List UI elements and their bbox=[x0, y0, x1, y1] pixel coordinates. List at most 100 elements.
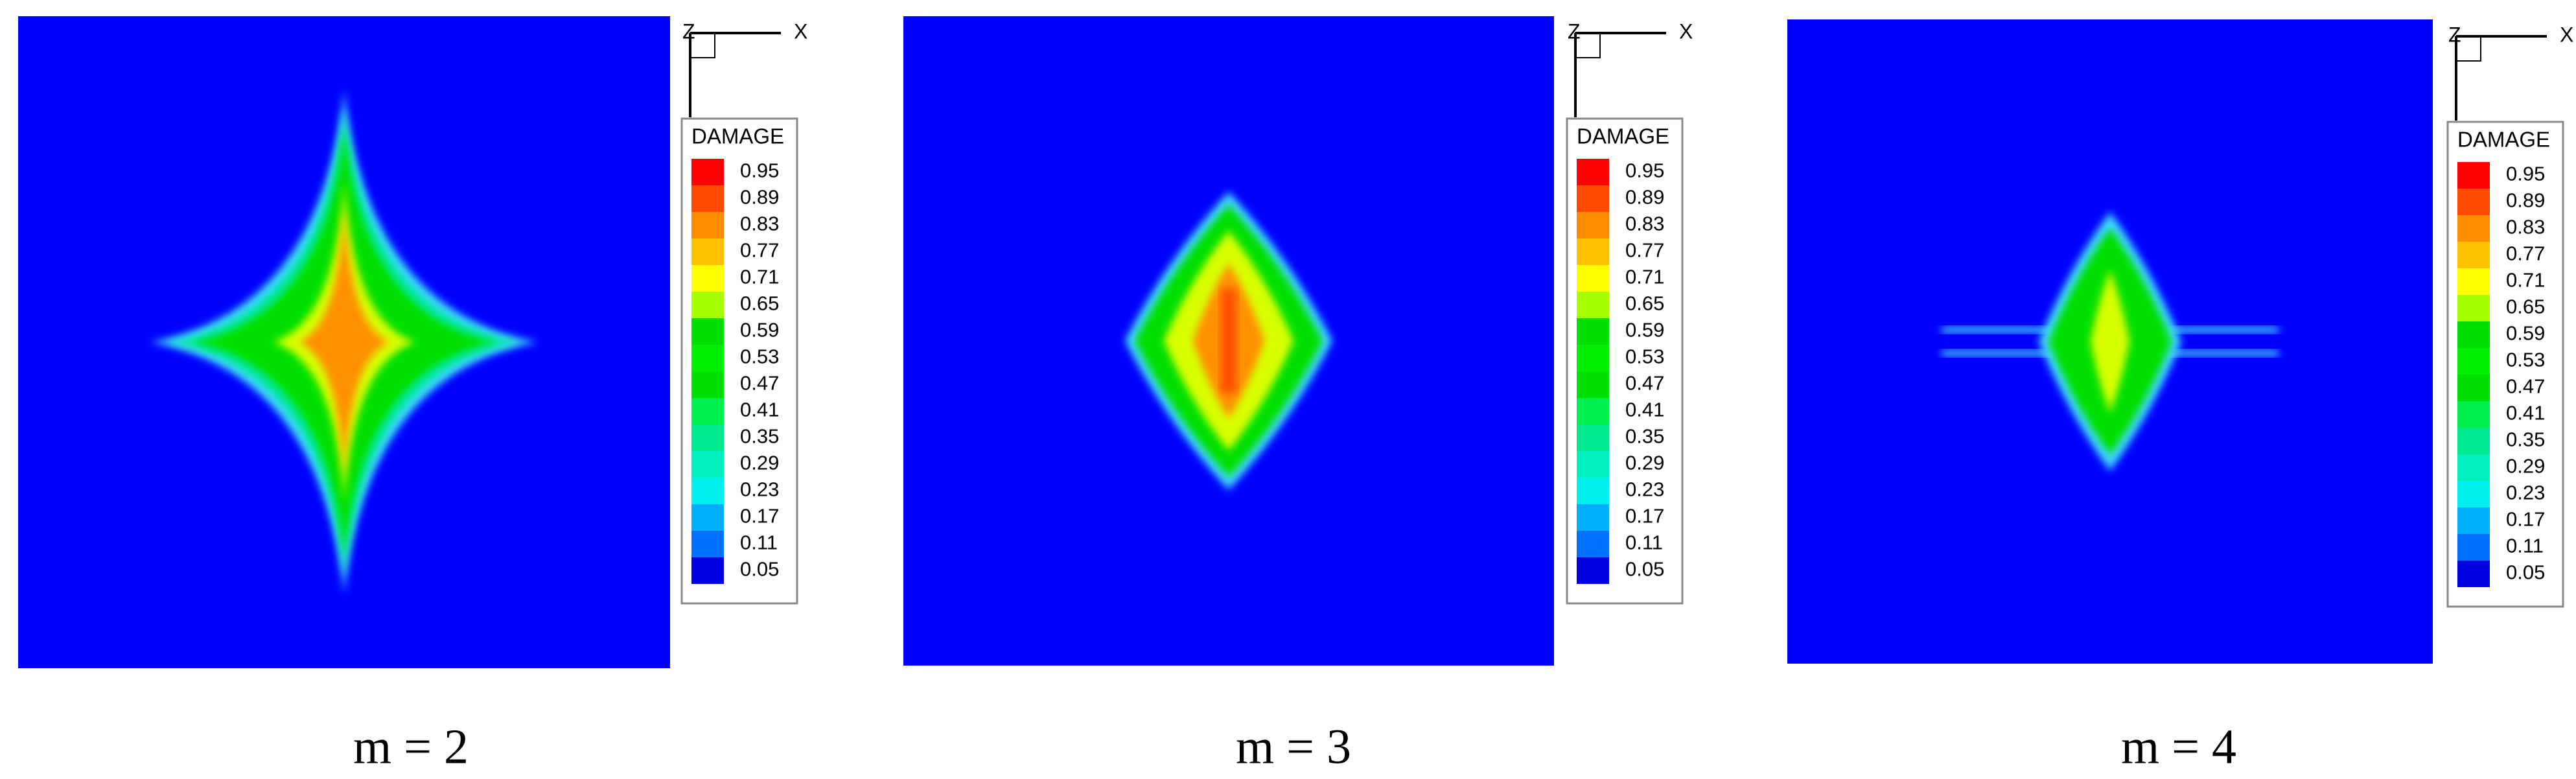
legend-label: 0.29 bbox=[2506, 455, 2545, 478]
legend-label: 0.77 bbox=[2506, 242, 2545, 265]
legend-label: 0.41 bbox=[1625, 399, 1664, 421]
legend-label: 0.35 bbox=[2506, 428, 2545, 451]
legend-label: 0.41 bbox=[740, 399, 779, 421]
legend-swatch bbox=[1577, 238, 1609, 265]
legend-label: 0.23 bbox=[2506, 482, 2545, 504]
axis-corner bbox=[690, 32, 715, 58]
legend-label: 0.17 bbox=[2506, 508, 2545, 531]
legend-label: 0.77 bbox=[1625, 239, 1664, 262]
legend-swatch bbox=[1577, 398, 1609, 424]
legend-swatch bbox=[2457, 215, 2490, 242]
legend-swatch bbox=[691, 238, 724, 265]
legend-label: 0.11 bbox=[2506, 535, 2544, 557]
legend-swatch bbox=[691, 318, 724, 345]
legend-title: DAMAGE bbox=[691, 124, 784, 148]
legend-swatch bbox=[2457, 189, 2490, 215]
legend-title: DAMAGE bbox=[1577, 124, 1669, 148]
legend-swatch bbox=[1577, 185, 1609, 212]
panel-caption: m = 2 bbox=[353, 719, 469, 774]
legend-label: 0.53 bbox=[1625, 345, 1664, 368]
legend-label: 0.71 bbox=[740, 266, 779, 288]
legend-label: 0.77 bbox=[740, 239, 779, 262]
legend-swatch bbox=[691, 371, 724, 398]
legend-label: 0.11 bbox=[740, 531, 778, 554]
legend-label: 0.41 bbox=[2506, 402, 2545, 424]
axis-x-label: X bbox=[2560, 23, 2573, 46]
axis-z-label: Z bbox=[1568, 19, 1581, 43]
legend-swatch bbox=[1577, 424, 1609, 451]
legend-label: 0.65 bbox=[2506, 296, 2545, 318]
legend-label: 0.47 bbox=[1625, 372, 1664, 395]
legend-swatch bbox=[691, 531, 724, 557]
legend-label: 0.59 bbox=[2506, 322, 2545, 345]
legend-swatch bbox=[691, 478, 724, 504]
legend-label: 0.53 bbox=[2506, 349, 2545, 371]
legend-swatch bbox=[2457, 348, 2490, 375]
legend-swatch bbox=[2457, 268, 2490, 295]
damage-field bbox=[1942, 212, 2279, 471]
legend-swatch bbox=[691, 265, 724, 292]
legend-label: 0.05 bbox=[740, 558, 779, 581]
legend-label: 0.29 bbox=[1625, 452, 1664, 474]
legend-swatch bbox=[2457, 507, 2490, 534]
damage-zone bbox=[2091, 270, 2129, 413]
legend-swatch bbox=[1577, 557, 1609, 584]
axis-z-label: Z bbox=[2448, 23, 2461, 46]
panel-caption: m = 4 bbox=[2121, 719, 2236, 774]
panel: Z X DAMAGE 0.95 0.89 0.83 0.77 0.71 0.65 0.59 0.53… bbox=[18, 16, 807, 774]
legend-swatch bbox=[691, 159, 724, 185]
legend-label: 0.95 bbox=[740, 159, 779, 182]
legend-swatch bbox=[2457, 375, 2490, 401]
legend-title: DAMAGE bbox=[2457, 128, 2550, 152]
legend-label: 0.65 bbox=[740, 292, 779, 315]
panel: Z X DAMAGE 0.95 0.89 0.83 0.77 0.71 0.65 0.59 0.53… bbox=[903, 16, 1693, 774]
legend-label: 0.65 bbox=[1625, 292, 1664, 315]
legend-label: 0.29 bbox=[740, 452, 779, 474]
legend-swatch bbox=[691, 345, 724, 371]
legend-label: 0.95 bbox=[1625, 159, 1664, 182]
legend-label: 0.35 bbox=[1625, 425, 1664, 448]
legend-label: 0.59 bbox=[1625, 319, 1664, 342]
axis-z-label: Z bbox=[682, 19, 695, 43]
legend-swatch bbox=[2457, 561, 2490, 587]
legend-label: 0.83 bbox=[2506, 216, 2545, 238]
legend-swatch bbox=[2457, 454, 2490, 481]
legend-label: 0.89 bbox=[2506, 189, 2545, 212]
axis-x-label: X bbox=[1679, 19, 1693, 43]
legend-swatch bbox=[691, 292, 724, 318]
legend-swatch bbox=[691, 185, 724, 212]
legend-swatch bbox=[1577, 159, 1609, 185]
legend-label: 0.23 bbox=[740, 478, 779, 501]
axis-corner bbox=[2455, 36, 2481, 62]
axis-x-label: X bbox=[794, 19, 807, 43]
legend-label: 0.71 bbox=[1625, 266, 1664, 288]
legend-label: 0.05 bbox=[1625, 558, 1664, 581]
legend-label: 0.83 bbox=[740, 213, 779, 235]
legend-swatch bbox=[1577, 265, 1609, 292]
legend-label: 0.17 bbox=[740, 505, 779, 528]
legend-swatch bbox=[1577, 478, 1609, 504]
legend-swatch bbox=[1577, 504, 1609, 531]
damage-field bbox=[150, 89, 539, 595]
legend-swatch bbox=[691, 504, 724, 531]
legend-swatch bbox=[2457, 295, 2490, 321]
legend-label: 0.71 bbox=[2506, 269, 2545, 292]
legend-label: 0.89 bbox=[1625, 186, 1664, 209]
legend-swatch bbox=[691, 557, 724, 584]
legend-swatch bbox=[1577, 371, 1609, 398]
legend-label: 0.95 bbox=[2506, 163, 2545, 185]
legend-swatch bbox=[691, 424, 724, 451]
legend-label: 0.89 bbox=[740, 186, 779, 209]
legend-label: 0.17 bbox=[1625, 505, 1664, 528]
legend-label: 0.11 bbox=[1625, 531, 1663, 554]
legend-label: 0.47 bbox=[2506, 375, 2545, 398]
legend-swatch bbox=[2457, 242, 2490, 268]
legend-label: 0.23 bbox=[1625, 478, 1664, 501]
damage-zone bbox=[1221, 289, 1236, 393]
legend-label: 0.83 bbox=[1625, 213, 1664, 235]
legend-swatch bbox=[2457, 428, 2490, 454]
legend-swatch bbox=[1577, 451, 1609, 478]
legend-swatch bbox=[2457, 401, 2490, 428]
legend-swatch bbox=[2457, 162, 2490, 189]
